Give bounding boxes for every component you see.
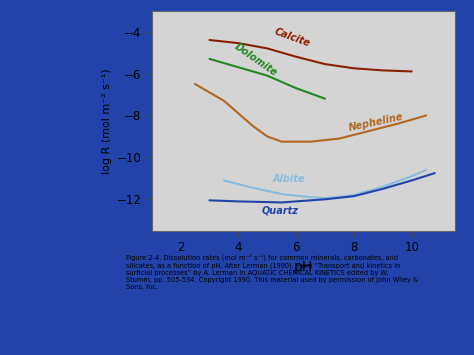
Text: Quartz: Quartz (262, 206, 298, 216)
Y-axis label: log R (mol m⁻² s⁻¹): log R (mol m⁻² s⁻¹) (102, 68, 112, 174)
Text: Dolomite: Dolomite (233, 42, 279, 78)
Text: Nepheline: Nepheline (348, 112, 405, 133)
Text: Figure 2-4. Dissolution rates (mol m⁻² s⁻¹) for common minerals, carbonates, and: Figure 2-4. Dissolution rates (mol m⁻² s… (126, 254, 418, 290)
X-axis label: pH: pH (294, 260, 313, 274)
Text: Calcite: Calcite (273, 27, 312, 49)
Text: Albite: Albite (273, 174, 306, 184)
